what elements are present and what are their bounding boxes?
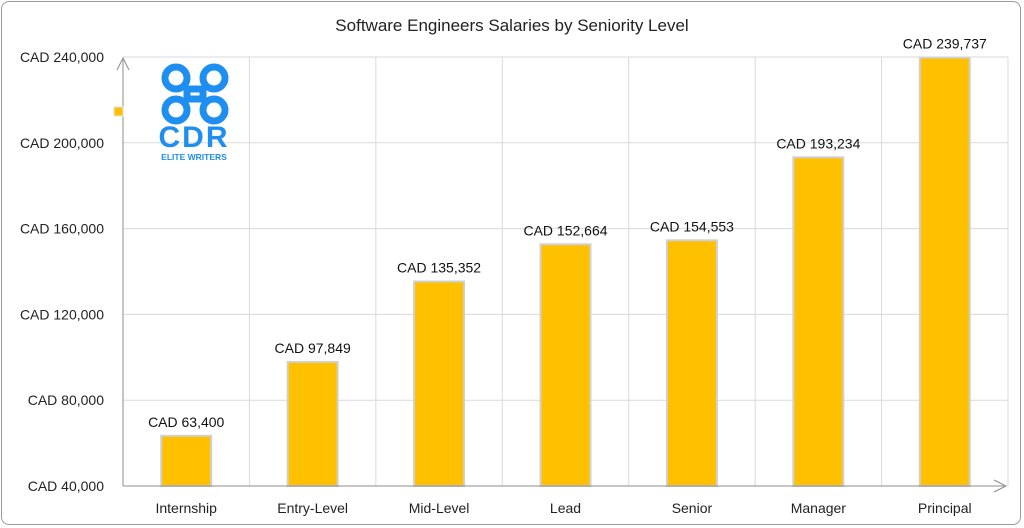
bar-principal [918, 56, 971, 487]
gridlines [123, 56, 1009, 486]
x-tick-label-senior: Senior [672, 500, 713, 516]
x-axis-arrow [993, 479, 1008, 493]
y-tick-label: CAD 200,000 [20, 135, 104, 151]
data-label-lead: CAD 152,664 [523, 222, 607, 238]
logo-text: CDR [159, 121, 230, 154]
y-tick-label: CAD 40,000 [28, 478, 104, 494]
logo-subtitle: ELITE WRITERS [161, 152, 227, 162]
x-axis-ticks: Internship Entry-Level Mid-Level Lead Senior… [155, 500, 971, 516]
bar-entry-level [286, 360, 339, 488]
x-tick-label-manager: Manager [791, 500, 847, 516]
x-tick-label-internship: Internship [155, 500, 217, 516]
data-label-manager: CAD 193,234 [776, 135, 860, 151]
cdr-logo: CDR ELITE WRITERS [159, 63, 230, 162]
x-tick-label-entry-level: Entry-Level [277, 500, 348, 516]
x-tick-label-principal: Principal [918, 500, 972, 516]
x-tick-label-lead: Lead [550, 500, 581, 516]
data-label-principal: CAD 239,737 [903, 36, 987, 52]
data-labels: CAD 63,400 CAD 97,849 CAD 135,352 CAD 152,6… [148, 36, 987, 430]
y-axis-arrow [116, 56, 130, 71]
y-tick-label: CAD 120,000 [20, 306, 104, 322]
bars [160, 56, 971, 488]
y-tick-label: CAD 160,000 [20, 221, 104, 237]
y-axis-ticks: CAD 40,000 CAD 80,000 CAD 120,000 CAD 160,0… [20, 49, 104, 494]
data-label-internship: CAD 63,400 [148, 414, 224, 430]
y-tick-label: CAD 80,000 [28, 392, 104, 408]
data-label-mid-level: CAD 135,352 [397, 259, 481, 275]
axes [116, 56, 1008, 493]
legend-marker [113, 106, 124, 117]
bar-mid-level [413, 280, 466, 488]
command-key-icon [161, 63, 229, 125]
bar-senior [665, 239, 718, 487]
x-tick-label-mid-level: Mid-Level [409, 500, 470, 516]
bar-internship [160, 434, 213, 488]
data-label-entry-level: CAD 97,849 [275, 340, 351, 356]
bar-manager [792, 156, 845, 487]
chart-title: Software Engineers Salaries by Seniority… [335, 16, 688, 35]
bar-lead [539, 243, 592, 487]
y-tick-label: CAD 240,000 [20, 49, 104, 65]
data-label-senior: CAD 154,553 [650, 218, 734, 234]
